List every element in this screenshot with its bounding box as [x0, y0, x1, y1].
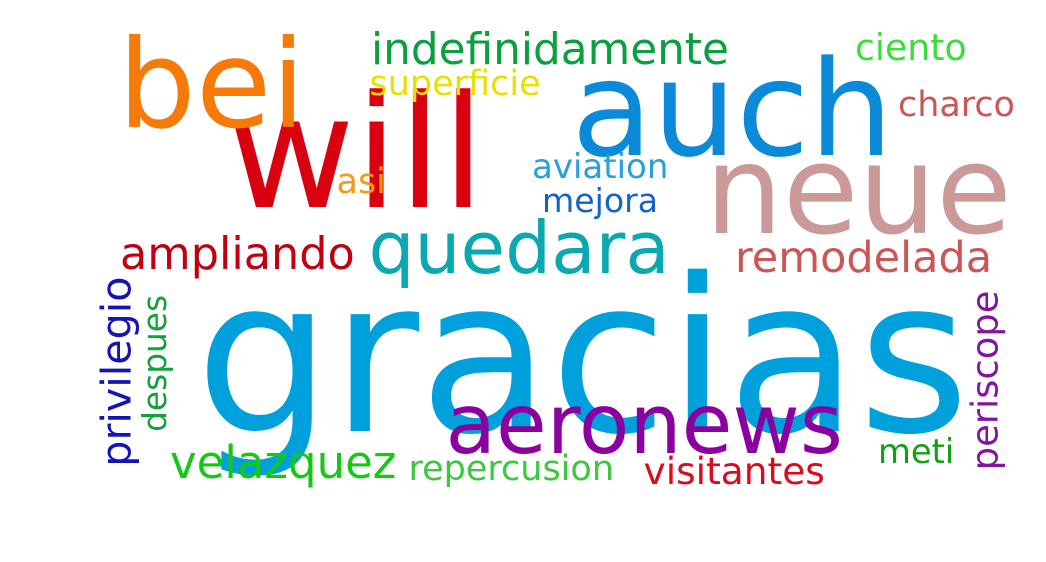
word-asi: asi — [336, 161, 386, 202]
word-aviation: aviation — [532, 146, 669, 187]
word-ciento: ciento — [855, 25, 967, 69]
word-charco: charco — [898, 84, 1015, 125]
word-ampliando: ampliando — [120, 228, 355, 280]
word-mejora: mejora — [542, 180, 659, 220]
word-superficie: superficie — [369, 63, 541, 104]
word-quedara: quedara — [368, 206, 670, 291]
word-aeronews: aeronews — [445, 376, 843, 473]
word-neue: neue — [705, 119, 1012, 262]
word-indefinidamente: indefinidamente — [371, 23, 729, 75]
word-auch: auch — [571, 33, 894, 187]
word-periscope: periscope — [963, 290, 1007, 470]
word-meti: meti — [878, 431, 955, 471]
word-visitantes: visitantes — [643, 449, 825, 493]
word-despues: despues — [135, 294, 174, 432]
word-privilegio: privilegio — [91, 276, 140, 467]
word-bei: bei — [118, 12, 306, 156]
word-gracias: gracias — [195, 233, 970, 482]
word-will: will — [227, 61, 486, 244]
word-velazquez: velazquez — [170, 435, 397, 489]
word-remodelada: remodelada — [735, 233, 993, 283]
word-repercusion: repercusion — [408, 448, 615, 489]
